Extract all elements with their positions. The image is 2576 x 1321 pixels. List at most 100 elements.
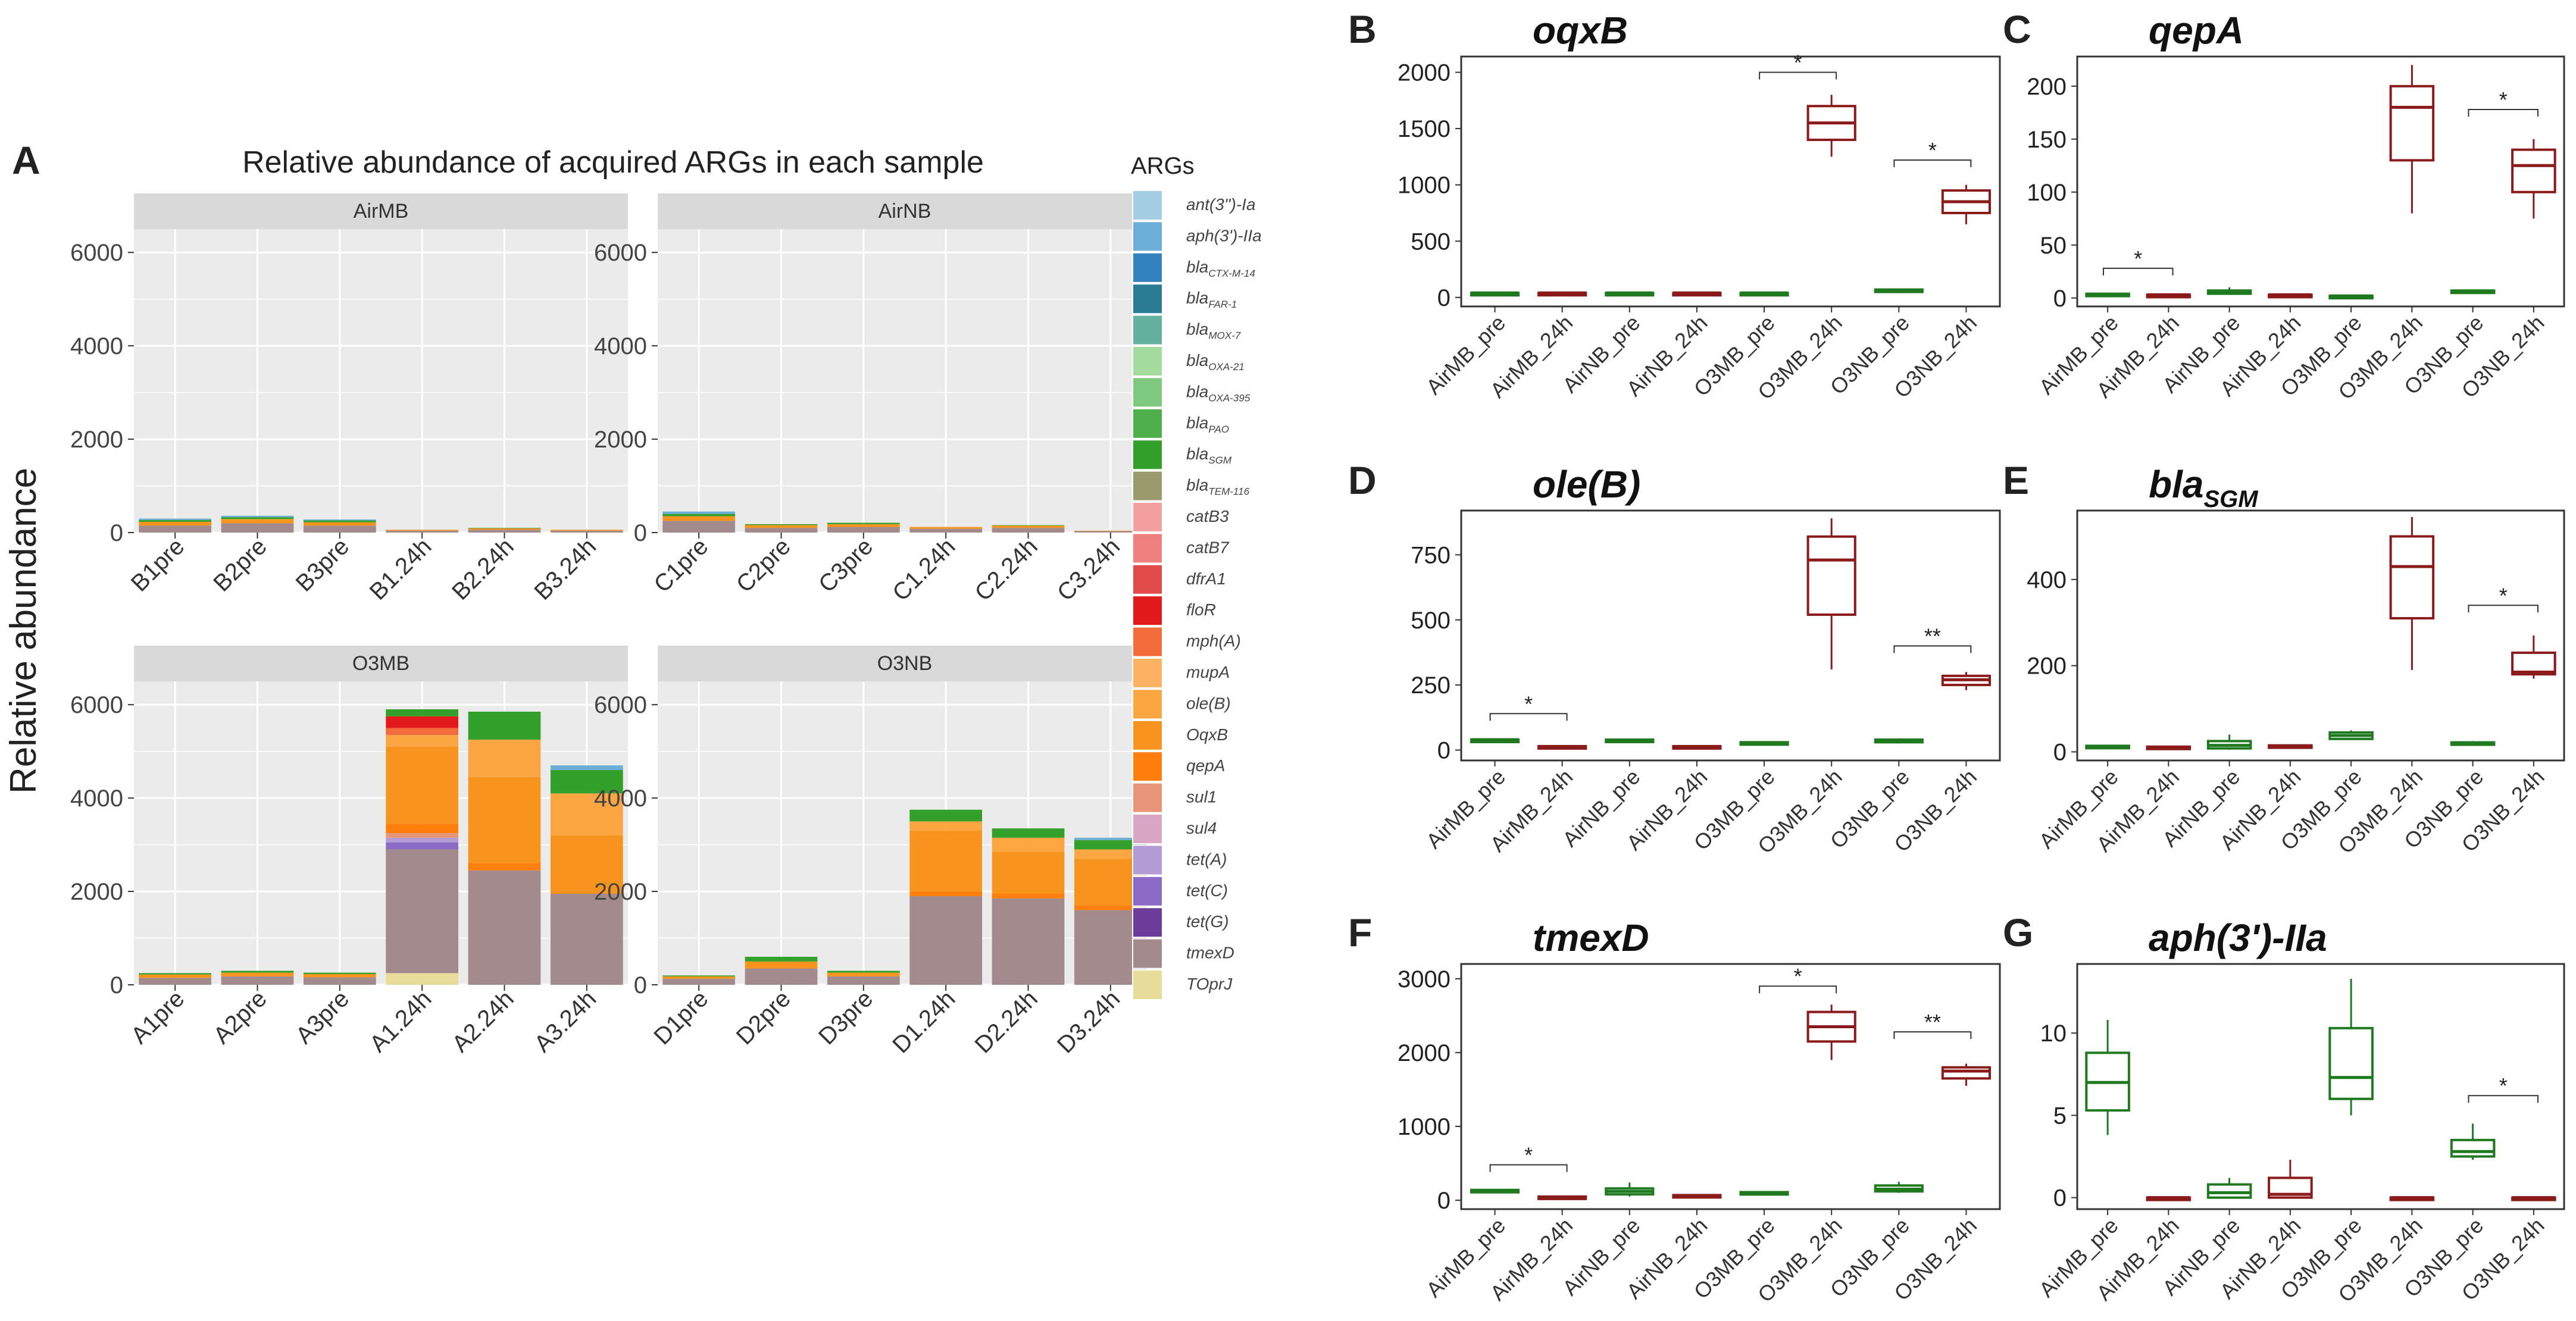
panel-letter-d: D xyxy=(1348,458,1377,502)
panel-letter-b: B xyxy=(1348,7,1377,51)
x-tick-label: C3.24h xyxy=(1052,533,1125,606)
legend-swatch xyxy=(1132,595,1163,627)
box-o3nb-24h xyxy=(2511,139,2556,219)
bar-segment xyxy=(909,831,983,892)
legend-swatch xyxy=(1132,346,1163,377)
box-airnb-pre xyxy=(2206,734,2252,750)
bar-segment xyxy=(221,971,294,973)
x-tick-label: B1pre xyxy=(126,533,190,597)
y-tick-label: 2000 xyxy=(594,879,647,905)
x-tick-label: A1pre xyxy=(126,985,190,1049)
bar-segment xyxy=(550,770,623,794)
plot-frame xyxy=(2076,55,2565,308)
legend-entry: TOprJ xyxy=(1132,969,1233,1000)
facet-strip xyxy=(658,646,1152,681)
box-airnb-24h xyxy=(1672,744,1722,750)
y-tick-label: 0 xyxy=(634,520,647,546)
y-tick-label: 4000 xyxy=(70,785,123,812)
plot-frame xyxy=(2076,963,2565,1210)
x-tick-label: A3pre xyxy=(291,985,355,1049)
bar-segment xyxy=(221,976,294,985)
y-tick-label: 5 xyxy=(2053,1103,2067,1129)
y-tick-label: 750 xyxy=(1411,542,1450,568)
x-tick-label: C1pre xyxy=(649,533,713,597)
box-airmb-pre xyxy=(1470,738,1520,743)
bar-segment xyxy=(550,530,623,531)
bar-segment xyxy=(1074,905,1147,910)
bar-segment xyxy=(303,977,376,985)
panel-a-title: Relative abundance of acquired ARGs in e… xyxy=(242,145,984,180)
legend-entry: aph(3')-IIa xyxy=(1132,221,1262,252)
legend-label: ant(3'')-Ia xyxy=(1186,195,1256,214)
y-tick-label: 6000 xyxy=(70,240,123,266)
box-airnb-pre xyxy=(2206,1178,2252,1199)
box-o3nb-pre xyxy=(2450,741,2496,746)
box-o3nb-pre xyxy=(1874,738,1924,744)
plot-frame xyxy=(1460,963,2001,1210)
legend-entry: tet(A) xyxy=(1132,844,1227,876)
x-tick-label: C3pre xyxy=(814,533,878,597)
y-tick-label: 4000 xyxy=(594,785,647,812)
significance-bracket xyxy=(1489,713,1568,721)
legend-swatch xyxy=(1132,751,1163,782)
box-airnb-pre xyxy=(2206,287,2252,295)
legend-swatch xyxy=(1132,252,1163,283)
legend-label: blaTEM-116 xyxy=(1186,476,1250,497)
significance-marker: * xyxy=(2134,246,2142,271)
bar-segment xyxy=(827,527,900,533)
legend-swatch xyxy=(1132,190,1163,221)
box-o3mb-24h xyxy=(2389,65,2435,214)
legend-entry: blaSGM xyxy=(1132,439,1232,471)
y-tick-label: 4000 xyxy=(70,333,123,359)
box-airmb-pre xyxy=(2085,292,2130,298)
box-airmb-24h xyxy=(1537,744,1587,750)
x-tick-label: B3.24h xyxy=(529,533,601,605)
bar-segment xyxy=(662,975,736,976)
bar-segment xyxy=(468,528,541,530)
panel-letter-g: G xyxy=(2003,910,2033,954)
bar-segment xyxy=(468,712,541,740)
box-airnb-24h xyxy=(1672,291,1722,297)
box-airnb-24h xyxy=(2268,1160,2313,1199)
significance-marker: ** xyxy=(1924,624,1941,649)
bar-segment xyxy=(303,519,376,521)
legend-label: blaPAO xyxy=(1186,414,1229,435)
y-tick-label: 4000 xyxy=(594,333,647,359)
y-tick-label: 100 xyxy=(2027,180,2067,206)
legend-entry: blaOXA-395 xyxy=(1132,377,1251,408)
bar-segment xyxy=(662,511,736,514)
box-o3mb-pre xyxy=(2328,978,2374,1116)
significance-bracket xyxy=(2468,1095,2539,1103)
panel-a-stacked-bar-chart: A Relative abundance of acquired ARGs in … xyxy=(3,138,1152,1059)
bar-segment xyxy=(909,809,983,822)
bar-segment xyxy=(550,793,623,835)
significance-bracket xyxy=(2102,267,2174,276)
box-o3nb-24h xyxy=(1941,184,1992,224)
legend-entry: catB7 xyxy=(1132,533,1230,564)
legend-label: tet(A) xyxy=(1186,850,1227,868)
bar-segment xyxy=(745,524,818,525)
legend-swatch xyxy=(1132,408,1163,439)
significance-marker: ** xyxy=(1924,1010,1941,1034)
y-tick-label: 500 xyxy=(1411,228,1450,255)
box-airnb-24h xyxy=(2268,744,2313,749)
significance-bracket xyxy=(2468,108,2539,117)
bar-segment xyxy=(221,519,294,524)
x-tick-label: D2.24h xyxy=(970,985,1043,1058)
plot-frame xyxy=(2076,509,2565,762)
y-tick-label: 2000 xyxy=(1398,60,1450,86)
y-tick-label: 3000 xyxy=(1398,966,1450,993)
box-airmb-24h xyxy=(2146,745,2192,750)
bar-segment xyxy=(386,833,459,838)
plot-frame xyxy=(1460,509,2001,762)
bar-segment xyxy=(386,716,459,728)
legend-label: tmexD xyxy=(1186,944,1234,962)
legend-swatch xyxy=(1132,221,1163,252)
box-o3mb-24h xyxy=(1806,95,1856,157)
bar-segment xyxy=(992,828,1065,838)
legend-label: sul1 xyxy=(1186,788,1217,806)
